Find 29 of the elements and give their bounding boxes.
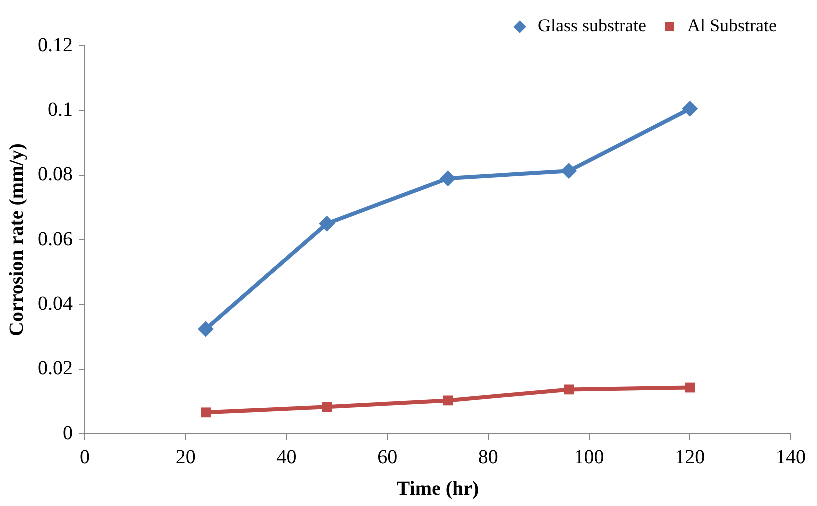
point	[322, 402, 332, 412]
y-tick-label: 0.08	[38, 164, 73, 186]
y-axis-title: Corrosion rate (mm/y)	[6, 144, 28, 336]
y-tick-label: 0	[63, 422, 73, 444]
x-tick-label: 120	[675, 446, 706, 468]
point	[685, 382, 696, 393]
y-tick-label: 0.02	[38, 358, 73, 380]
x-tick-label: 0	[80, 446, 90, 468]
x-tick-label: 80	[478, 446, 498, 468]
y-tick-label: 0.04	[38, 292, 73, 315]
point	[564, 384, 574, 395]
point	[443, 396, 454, 406]
point	[198, 321, 214, 338]
y-tick-label: 0.12	[38, 34, 73, 56]
point	[319, 216, 336, 232]
x-tick-label: 100	[574, 446, 604, 468]
x-tick-label: 60	[378, 446, 398, 468]
x-tick-label: 40	[276, 446, 297, 468]
point	[201, 408, 211, 418]
point	[440, 170, 456, 187]
legend-label: Al Substrate	[688, 16, 778, 36]
x-axis-title: Time (hr)	[396, 478, 480, 500]
point	[682, 101, 698, 118]
y-tick-label: 0.06	[38, 228, 73, 250]
point	[561, 163, 578, 180]
legend-label: Glass substrate	[538, 16, 647, 36]
x-tick-label: 140	[776, 446, 806, 468]
x-tick-label: 20	[176, 446, 196, 468]
y-tick-label: 0.1	[48, 98, 73, 121]
